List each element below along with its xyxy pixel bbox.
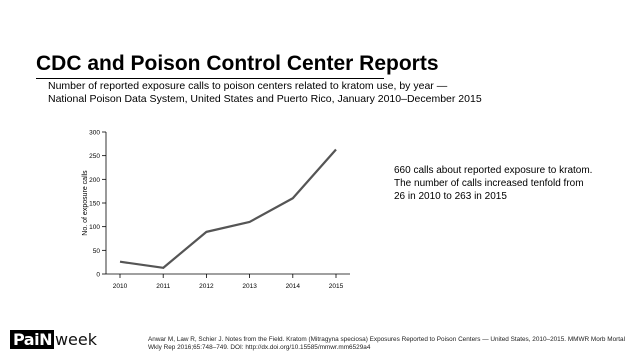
subtitle-line-2: National Poison Data System, United Stat… <box>48 93 482 105</box>
citation: Anwar M, Law R, Schier J. Notes from the… <box>148 336 626 351</box>
logo-pain-b: N <box>39 330 52 349</box>
summary-text: 660 calls about reported exposure to kra… <box>394 165 593 202</box>
y-tick-label: 100 <box>89 224 100 231</box>
logo-pain-a: Pai <box>13 330 40 349</box>
slide-title: CDC and Poison Control Center Reports <box>36 52 439 75</box>
y-tick-label: 0 <box>96 272 100 279</box>
x-tick-label: 2015 <box>329 283 344 290</box>
y-tick-label: 150 <box>89 201 100 208</box>
y-tick-label: 50 <box>93 248 101 255</box>
y-tick-label: 250 <box>89 153 100 160</box>
x-tick-label: 2014 <box>286 283 301 290</box>
x-tick-label: 2013 <box>242 283 257 290</box>
x-tick-label: 2012 <box>199 283 214 290</box>
subtitle-divider <box>36 78 384 79</box>
x-tick-label: 2010 <box>113 283 128 290</box>
y-tick-label: 300 <box>89 130 100 137</box>
logo-pain: PaiN <box>10 330 54 349</box>
painweek-logo: PaiN Week <box>10 329 116 351</box>
logo-week: Week <box>54 330 98 349</box>
y-axis-label: No. of exposure calls <box>82 170 89 236</box>
x-tick-label: 2011 <box>156 283 170 290</box>
chart-subtitle: Number of reported exposure calls to poi… <box>36 80 608 106</box>
subtitle-line-1: Number of reported exposure calls to poi… <box>48 80 448 92</box>
exposure-calls-line-chart: 0 50 100 150 200 250 300 2010 2011 2012 2013 2014 20… <box>82 130 350 290</box>
y-tick-label: 200 <box>89 177 100 184</box>
series-line <box>119 148 337 269</box>
